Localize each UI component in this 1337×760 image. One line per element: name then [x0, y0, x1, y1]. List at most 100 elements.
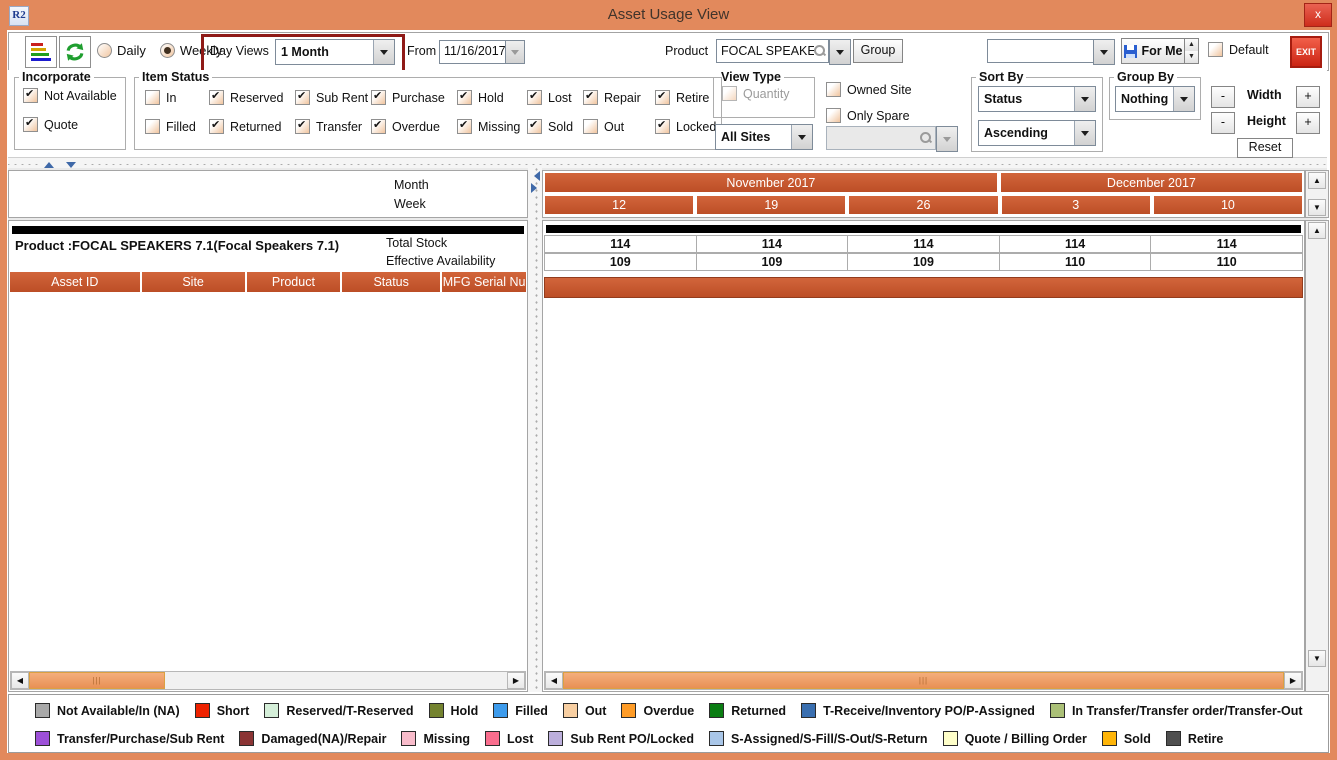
splitter-collapse-right-icon[interactable]	[531, 183, 542, 193]
left-horizontal-scrollbar[interactable]: ◀ ▶	[10, 671, 526, 690]
scrollbar-thumb[interactable]	[563, 672, 1284, 689]
scroll-right-arrow[interactable]: ▶	[1284, 672, 1302, 689]
checkbox-locked[interactable]: Locked	[655, 118, 721, 134]
checkbox-purchase[interactable]: Purchase	[371, 89, 457, 105]
checkbox-returned[interactable]: Returned	[209, 118, 295, 134]
legend-label: Sold	[1123, 731, 1151, 746]
legend-colors-button[interactable]	[25, 36, 57, 68]
week-header[interactable]: 26	[847, 194, 1000, 216]
header-vertical-scrollbar[interactable]: ▲ ▼	[1305, 170, 1329, 218]
group-by-select[interactable]: Nothing	[1115, 86, 1196, 112]
checkbox-retire[interactable]: Retire	[655, 89, 721, 105]
checkbox-not-available[interactable]: Not Available	[23, 87, 125, 103]
from-date-dropdown-button[interactable]	[505, 40, 525, 64]
splitter-collapse-down-icon[interactable]	[66, 162, 76, 173]
column-header-mfg-serial[interactable]: MFG Serial Nu	[442, 275, 526, 289]
saved-view-input[interactable]	[987, 39, 1094, 63]
legend-label: S-Assigned/S-Fill/S-Out/S-Return	[731, 731, 928, 746]
checkbox-missing[interactable]: Missing	[457, 118, 527, 134]
sort-field-select[interactable]: Status	[978, 86, 1096, 112]
color-swatch	[562, 703, 578, 718]
checkbox-box	[722, 86, 737, 101]
checkbox-hold[interactable]: Hold	[457, 89, 527, 105]
width-minus-button[interactable]: -	[1211, 86, 1235, 108]
week-header[interactable]: 3	[999, 194, 1152, 216]
sort-order-select[interactable]: Ascending	[978, 120, 1096, 146]
checkbox-owned-site[interactable]: Owned Site	[826, 82, 912, 97]
effective-availability-cell: 110	[999, 253, 1152, 271]
scroll-right-arrow[interactable]: ▶	[507, 672, 525, 689]
checkbox-label: Purchase	[392, 90, 445, 105]
search-icon[interactable]	[814, 45, 826, 57]
color-swatch	[1049, 703, 1065, 718]
week-header[interactable]: 10	[1151, 194, 1305, 216]
checkbox-box	[23, 87, 38, 103]
checkbox-label: Out	[604, 119, 625, 134]
column-header-status[interactable]: Status	[342, 272, 443, 292]
checkbox-sold[interactable]: Sold	[527, 118, 583, 134]
right-horizontal-scrollbar[interactable]: ◀ ▶	[544, 671, 1303, 690]
width-plus-button[interactable]: +	[1296, 86, 1320, 108]
checkbox-label: Sub Rent	[316, 90, 369, 105]
checkbox-reserved[interactable]: Reserved	[209, 89, 295, 105]
product-dropdown-button[interactable]	[829, 39, 851, 65]
from-date-input[interactable]: 11/16/2017	[439, 40, 509, 64]
checkbox-in[interactable]: In	[145, 90, 209, 105]
close-button[interactable]: x	[1304, 3, 1332, 27]
checkbox-lost[interactable]: Lost	[527, 89, 583, 105]
for-me-spinner[interactable]: ▲ ▼	[1185, 38, 1199, 64]
month-header-november[interactable]: November 2017	[543, 171, 999, 194]
scroll-down-arrow[interactable]: ▼	[1308, 199, 1326, 216]
total-stock-cell: 114	[1151, 235, 1303, 253]
scroll-up-arrow[interactable]: ▲	[1308, 222, 1326, 239]
checkbox-sub-rent[interactable]: Sub Rent	[295, 89, 371, 105]
scroll-up-arrow[interactable]: ▲	[1308, 172, 1326, 189]
refresh-button[interactable]	[59, 36, 91, 68]
scrollbar-thumb[interactable]	[29, 672, 165, 689]
chevron-down-icon	[1094, 40, 1114, 64]
scroll-left-arrow[interactable]: ◀	[11, 672, 29, 689]
reset-button[interactable]: Reset	[1237, 138, 1293, 158]
default-checkbox[interactable]: Default	[1208, 42, 1269, 57]
checkbox-label: Not Available	[44, 88, 117, 103]
chevron-down-icon	[791, 125, 812, 149]
chevron-down-icon[interactable]	[373, 40, 394, 64]
group-by-value: Nothing	[1116, 87, 1174, 111]
splitter-collapse-left-icon[interactable]	[529, 171, 540, 181]
group-button[interactable]: Group	[853, 39, 903, 63]
month-row-label: Month	[394, 178, 429, 192]
month-header-december[interactable]: December 2017	[998, 171, 1304, 194]
height-minus-button[interactable]: -	[1211, 112, 1235, 134]
exit-button[interactable]: EXIT	[1290, 36, 1322, 68]
scroll-down-arrow[interactable]: ▼	[1308, 650, 1326, 667]
product-search-input[interactable]: FOCAL SPEAKE...	[716, 39, 829, 63]
checkbox-label: Hold	[478, 90, 504, 105]
column-header-product[interactable]: Product	[247, 272, 343, 292]
scroll-left-arrow[interactable]: ◀	[545, 672, 563, 689]
checkbox-overdue[interactable]: Overdue	[371, 118, 457, 134]
sites-select[interactable]: All Sites	[715, 124, 813, 150]
checkbox-transfer[interactable]: Transfer	[295, 118, 371, 134]
day-views-select[interactable]: 1 Month	[275, 39, 395, 65]
column-header-site[interactable]: Site	[142, 272, 247, 292]
horizontal-splitter[interactable]	[8, 157, 1327, 173]
checkbox-quote[interactable]: Quote	[23, 116, 125, 132]
checkbox-only-spare[interactable]: Only Spare	[826, 108, 910, 123]
column-header-asset-id[interactable]: Asset ID	[10, 272, 142, 292]
selection-bar	[12, 226, 524, 234]
saved-view-dropdown-button[interactable]	[1093, 39, 1115, 65]
checkbox-filled[interactable]: Filled	[145, 119, 209, 134]
save-for-me-button[interactable]: For Me	[1121, 38, 1185, 64]
vertical-splitter[interactable]	[528, 168, 542, 692]
checkbox-repair[interactable]: Repair	[583, 89, 655, 105]
checkbox-label: Locked	[676, 119, 717, 134]
body-vertical-scrollbar[interactable]: ▲ ▼	[1305, 220, 1329, 692]
radio-daily[interactable]: Daily	[97, 43, 146, 58]
week-header[interactable]: 12	[543, 194, 696, 216]
legend-item: Lost	[485, 731, 533, 746]
height-plus-button[interactable]: +	[1296, 112, 1320, 134]
checkbox-out[interactable]: Out	[583, 119, 655, 134]
legend-item: Sold	[1101, 731, 1151, 746]
splitter-collapse-up-icon[interactable]	[44, 157, 54, 168]
week-header[interactable]: 19	[695, 194, 848, 216]
